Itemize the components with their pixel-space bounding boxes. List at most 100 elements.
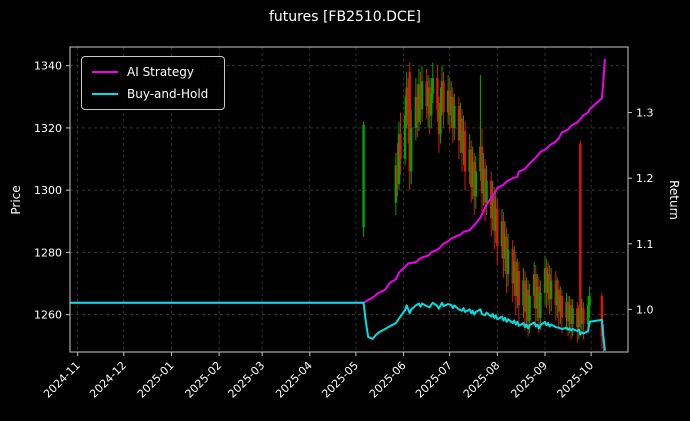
series-line-buy-and-hold: [70, 301, 606, 351]
return-tick-label: 1.2: [636, 172, 654, 185]
candle-body: [494, 208, 498, 231]
candle-body: [516, 271, 519, 296]
candle-body: [582, 308, 585, 324]
candle-body: [566, 302, 570, 321]
candle-body: [406, 87, 410, 125]
x-tick-label: 2024-11: [41, 359, 83, 401]
candle-body: [408, 71, 411, 172]
candle-body: [586, 305, 590, 324]
candle-body: [394, 165, 398, 203]
candle-body: [576, 308, 579, 328]
candle-body: [396, 165, 399, 184]
candle-body: [546, 274, 550, 293]
candle-body: [514, 261, 517, 296]
candle-body: [522, 280, 525, 306]
candle-body: [580, 308, 584, 324]
candle-body: [362, 124, 365, 228]
candle-body: [568, 305, 571, 321]
candle-body: [511, 249, 514, 284]
legend-item-ai-strategy: AI Strategy: [92, 65, 208, 79]
candle-body: [420, 81, 424, 110]
candle-body: [459, 118, 462, 141]
candle-body: [442, 81, 445, 113]
candle-body: [417, 84, 421, 122]
candle-body: [525, 289, 528, 312]
legend: AI Strategy Buy-and-Hold: [81, 56, 226, 110]
candle-body: [474, 171, 478, 197]
candle-body: [579, 143, 582, 324]
x-tick-label: 2025-08: [461, 359, 503, 401]
candle-body: [505, 236, 508, 275]
candle-body: [534, 274, 537, 309]
candle-body: [560, 295, 564, 318]
candle-body: [440, 81, 444, 104]
legend-label-buy-and-hold: Buy-and-Hold: [127, 87, 209, 101]
candle-body: [436, 78, 439, 110]
candle-body: [517, 271, 521, 306]
x-tick-label: 2025-05: [319, 359, 361, 401]
candle-body: [430, 93, 433, 116]
candle-body: [405, 87, 408, 116]
candle-body: [462, 131, 465, 153]
candle-body: [463, 131, 467, 172]
candle-body: [503, 236, 507, 259]
candle-body: [451, 96, 454, 128]
candle-body: [425, 81, 428, 107]
x-tick-label: 2025-09: [508, 359, 550, 401]
candle-body: [528, 295, 531, 321]
candle-body: [554, 280, 557, 306]
buy-and-hold-line-swatch: [92, 93, 118, 95]
candle-body: [480, 146, 484, 194]
x-tick-label: 2025-06: [367, 359, 409, 401]
candle-body: [410, 127, 413, 172]
x-tick-label: 2025-02: [183, 359, 225, 401]
candle-body: [571, 308, 574, 324]
legend-label-ai-strategy: AI Strategy: [127, 65, 194, 79]
price-tick-label: 1260: [34, 309, 62, 322]
candle-body: [549, 280, 553, 300]
x-tick-label: 2025-01: [135, 359, 177, 401]
candle-body: [446, 90, 450, 113]
candle-body: [500, 221, 504, 247]
candle-body: [565, 302, 568, 318]
candle-body: [416, 96, 419, 122]
candle-body: [448, 90, 451, 116]
candle-body: [471, 162, 474, 188]
candle-body: [588, 295, 591, 306]
candle-body: [491, 196, 494, 219]
chart-title: futures [FB2510.DCE]: [268, 9, 422, 25]
x-tick-label: 2025-04: [273, 359, 315, 401]
candle-body: [431, 78, 434, 94]
candle-body: [523, 280, 527, 312]
candle-body: [577, 311, 581, 328]
candle-body: [502, 221, 505, 259]
candle-body: [496, 208, 499, 247]
candle-body: [439, 103, 442, 135]
candle-body: [569, 305, 573, 324]
candle-body: [428, 87, 431, 116]
candle-body: [419, 84, 422, 110]
candle-body: [426, 87, 430, 107]
price-tick-label: 1300: [34, 184, 62, 197]
candle-body: [556, 289, 559, 306]
candle-body: [537, 286, 541, 318]
candle-body: [600, 295, 604, 337]
candle-body: [450, 96, 453, 116]
candle-body: [543, 267, 547, 293]
candle-body: [493, 196, 496, 231]
candle-body: [545, 267, 548, 293]
price-axis-label: Price: [9, 185, 23, 215]
candle-body: [460, 118, 464, 153]
candle-body: [403, 115, 407, 160]
candle-body: [479, 146, 482, 172]
candle-body: [473, 162, 476, 197]
candle-body: [485, 180, 488, 203]
price-tick-label: 1340: [34, 60, 62, 73]
candle-body: [399, 134, 402, 160]
plot-border: [69, 46, 629, 353]
candle-body: [559, 295, 562, 312]
return-axis-label: Return: [667, 180, 681, 220]
candle-body: [414, 96, 418, 128]
price-tick-label: 1320: [34, 122, 62, 135]
